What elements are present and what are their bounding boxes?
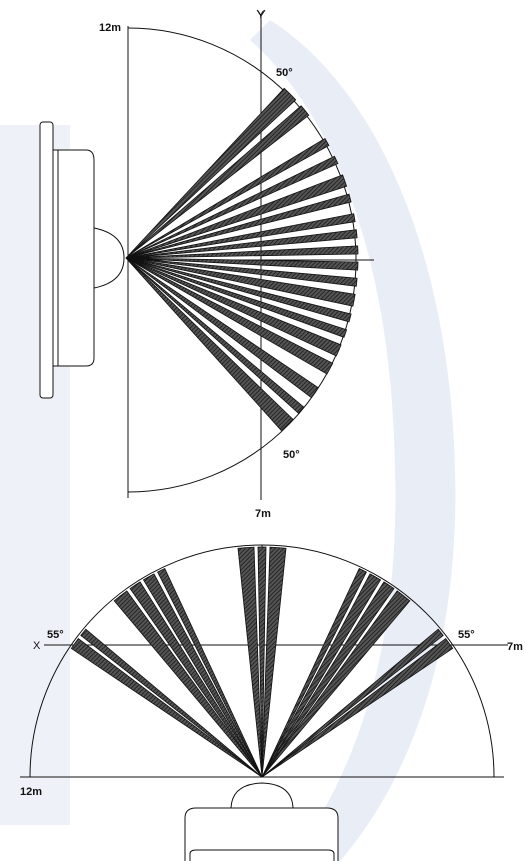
side-beam (125, 87, 297, 259)
side-beam (125, 155, 339, 259)
top-beam (261, 581, 395, 778)
top-beam (261, 546, 287, 778)
side-beam (125, 245, 359, 259)
side-view-beams (125, 87, 359, 431)
side-beam (125, 257, 356, 307)
sensor-housing (52, 149, 95, 367)
side-beam (125, 257, 359, 271)
top-angle-label-left: 55° (47, 629, 64, 641)
top-beam (113, 590, 263, 778)
side-beam (125, 257, 352, 323)
watermark-arc (250, 20, 456, 861)
sensor-body (184, 807, 339, 861)
top-beam (237, 546, 263, 778)
top-beam (261, 628, 444, 778)
top-beam (142, 573, 263, 778)
top-beam (257, 546, 267, 778)
sensor-top-profile (184, 782, 339, 861)
side-beam (125, 257, 294, 431)
side-angle-label-top: 50° (276, 67, 293, 79)
side-distance-label: 7m (255, 508, 271, 520)
side-range-label: 12m (99, 22, 121, 34)
sensor-side-profile (39, 121, 125, 399)
side-beam (125, 174, 348, 259)
top-beam (261, 573, 382, 778)
top-view: X 55° 55° 7m 12m (20, 544, 523, 861)
side-beam (125, 257, 358, 287)
side-beam (125, 213, 356, 259)
side-beam (125, 193, 352, 259)
sensor-dome (230, 782, 294, 809)
top-beam (80, 628, 263, 778)
mounting-plate (39, 121, 54, 399)
side-beam (125, 105, 310, 259)
top-beam (261, 590, 411, 778)
side-angle-label-bottom: 50° (283, 449, 300, 461)
side-beam (125, 257, 319, 399)
side-beam (125, 257, 334, 375)
top-beam (129, 581, 263, 778)
side-beam (125, 257, 342, 357)
top-view-beams (70, 546, 454, 778)
sensor-lens (93, 227, 125, 289)
top-axis-label-x: X (33, 640, 41, 652)
side-view: Y 12m 50° 50° 7m (39, 9, 374, 520)
top-beam (261, 567, 367, 778)
side-beam (125, 229, 358, 259)
side-beam (125, 257, 305, 414)
top-angle-label-right: 55° (458, 629, 475, 641)
side-axis-label-y: Y (257, 9, 265, 21)
side-beam (125, 257, 348, 338)
top-beam (157, 567, 263, 778)
top-beam (70, 638, 263, 778)
top-distance-label: 7m (507, 641, 523, 653)
side-beam (125, 137, 330, 259)
top-range-label: 12m (20, 786, 42, 798)
y-axis-arrow-left (256, 9, 262, 17)
top-beam (261, 638, 454, 778)
sensor-body-inner (189, 849, 335, 861)
y-axis-arrow-right (260, 9, 266, 17)
